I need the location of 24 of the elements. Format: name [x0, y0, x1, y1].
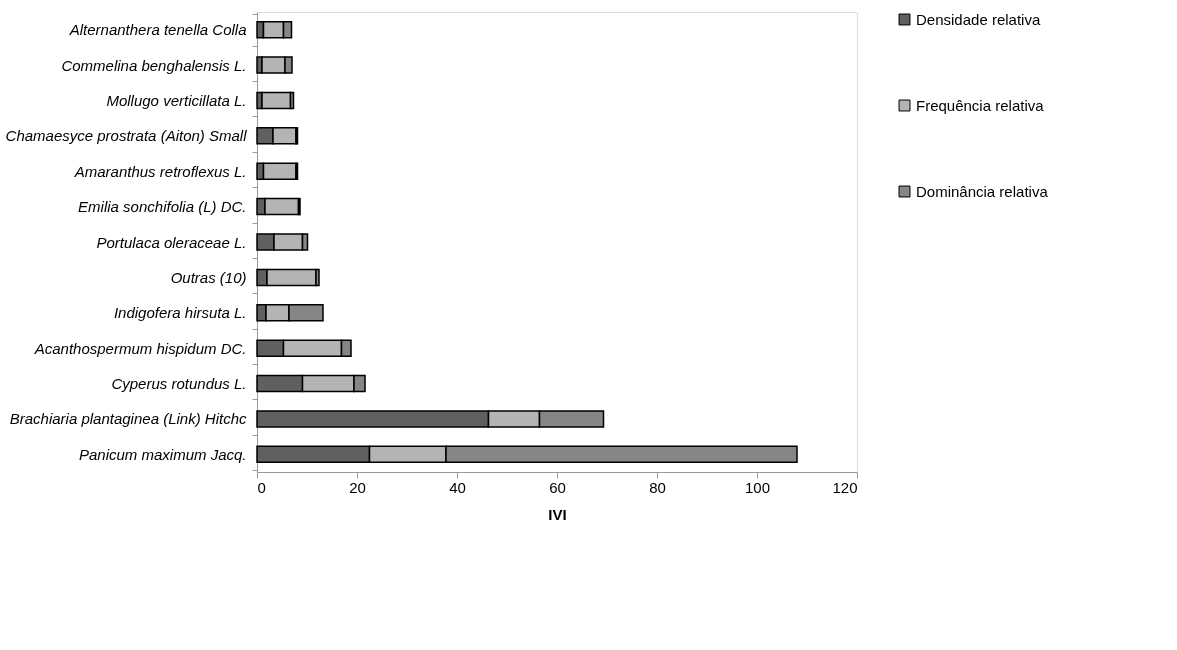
- y-tick-label: Chamaesyce prostrata (Aiton) Small: [5, 127, 248, 145]
- y-tick-label: Panicum maximum Jacq.: [78, 445, 247, 463]
- y-tick-label: Brachiaria plantaginea (Link) Hitchc: [9, 410, 247, 428]
- y-tick-label: Amaranthus retroflexus L.: [73, 162, 247, 180]
- legend-label: Dominância relativa: [916, 182, 1049, 200]
- x-tick-label: 120: [832, 478, 858, 496]
- x-tick-label: 60: [549, 478, 566, 496]
- legend-label: Frequência relativa: [916, 96, 1045, 114]
- y-tick-label: Cyperus rotundus L.: [111, 375, 247, 393]
- x-tick-label: 80: [649, 478, 666, 496]
- y-tick-label: Mollugo verticillata L.: [106, 91, 247, 109]
- legend-label: Densidade relativa: [916, 10, 1041, 28]
- x-tick-label: 0: [257, 478, 266, 496]
- x-tick-label: 40: [449, 478, 466, 496]
- y-tick-label: Indigofera hirsuta L.: [113, 304, 247, 322]
- x-tick-label: 20: [349, 478, 366, 496]
- y-tick-label: Portulaca oleraceae L.: [96, 233, 247, 251]
- x-axis-title: IVI: [548, 505, 567, 523]
- y-tick-label: Emilia sonchifolia (L) DC.: [78, 198, 247, 216]
- x-tick-label: 100: [744, 478, 771, 496]
- y-tick-label: Commelina benghalensis L.: [61, 56, 247, 74]
- y-tick-label: Alternanthera tenella Colla: [68, 21, 247, 39]
- y-tick-label: Acanthospermum hispidum DC.: [33, 339, 247, 357]
- y-tick-label: Outras (10): [170, 268, 247, 286]
